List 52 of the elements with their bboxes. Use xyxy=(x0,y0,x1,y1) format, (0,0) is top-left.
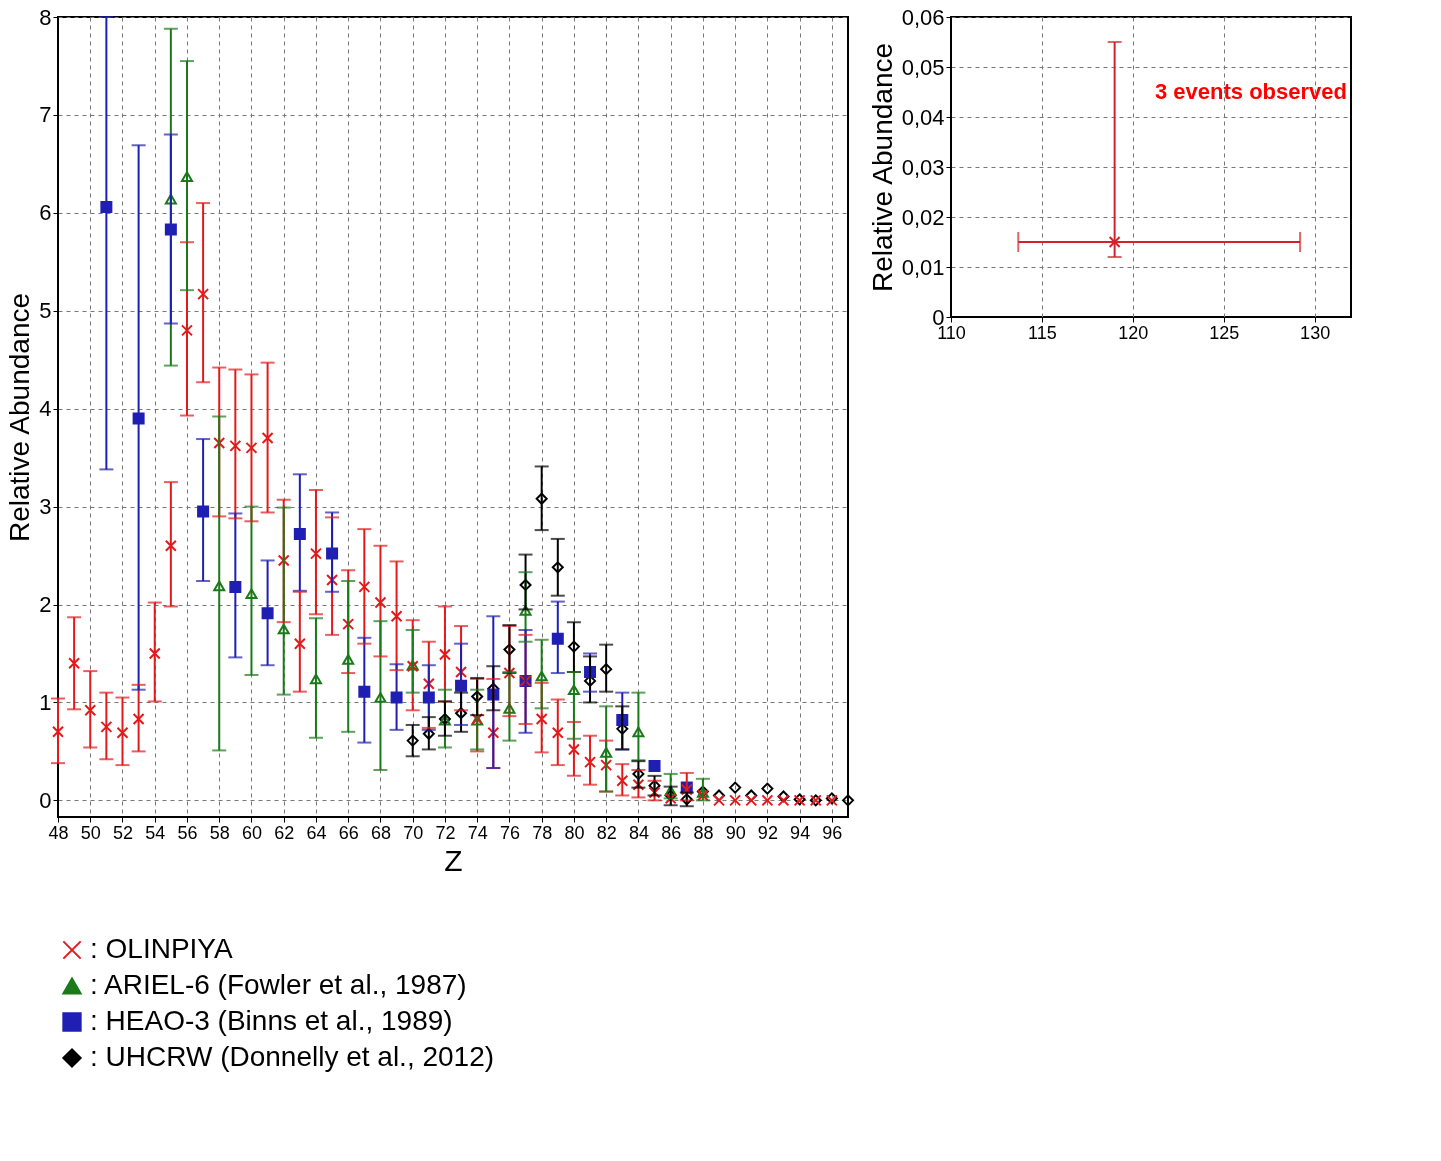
y-tick-label: 6 xyxy=(39,200,52,226)
x-tick-label: 92 xyxy=(757,822,778,843)
x-tick-label: 70 xyxy=(403,822,424,843)
x-tick-label: 125 xyxy=(1209,322,1240,343)
x-tick-label: 64 xyxy=(306,822,327,843)
x-tick-label: 90 xyxy=(725,822,746,843)
y-axis-title: Relative Abundance xyxy=(866,42,898,293)
x-tick-label: 115 xyxy=(1028,322,1057,343)
legend-label: : HEAO-3 (Binns et al., 1989) xyxy=(90,1005,453,1036)
legend-label: : OLINPIYA xyxy=(90,933,233,964)
y-tick-label: 1 xyxy=(39,689,52,715)
x-tick-label: 56 xyxy=(177,822,198,843)
x-tick-label: 76 xyxy=(499,822,520,843)
x-axis-title: Z xyxy=(444,843,463,877)
y-tick-label: 0,05 xyxy=(901,54,945,80)
y-tick-label: 0,06 xyxy=(901,4,945,30)
y-tick-label: 4 xyxy=(39,396,52,422)
x-tick-label: 80 xyxy=(564,822,585,843)
y-tick-label: 0,02 xyxy=(901,204,945,230)
x-tick-label: 58 xyxy=(209,822,230,843)
y-tick-label: 3 xyxy=(39,494,52,520)
x-tick-label: 72 xyxy=(435,822,456,843)
legend-label: : UHCRW (Donnelly et al., 2012) xyxy=(90,1041,495,1072)
x-tick-label: 50 xyxy=(80,822,101,843)
x-tick-label: 54 xyxy=(145,822,166,843)
y-tick-label: 2 xyxy=(39,592,52,618)
x-tick-label: 96 xyxy=(822,822,843,843)
y-tick-label: 7 xyxy=(39,102,52,128)
x-tick-label: 130 xyxy=(1300,322,1331,343)
x-tick-label: 84 xyxy=(628,822,649,843)
x-tick-label: 88 xyxy=(693,822,714,843)
x-tick-label: 60 xyxy=(241,822,262,843)
y-axis-title: Relative Abundance xyxy=(4,292,36,543)
x-tick-label: 62 xyxy=(274,822,295,843)
x-tick-label: 68 xyxy=(370,822,391,843)
annotation: 3 events observed xyxy=(1155,79,1347,104)
y-tick-label: 0,01 xyxy=(901,254,945,280)
y-tick-label: 0,04 xyxy=(901,104,945,130)
x-tick-label: 94 xyxy=(790,822,811,843)
y-tick-label: 0,03 xyxy=(901,154,945,180)
y-tick-label: 5 xyxy=(39,298,52,324)
x-tick-label: 120 xyxy=(1118,322,1149,343)
y-tick-label: 8 xyxy=(39,4,52,30)
legend-label: : ARIEL-6 (Fowler et al., 1987) xyxy=(90,969,467,1000)
y-tick-label: 0 xyxy=(39,787,52,813)
x-tick-label: 82 xyxy=(596,822,617,843)
x-tick-label: 52 xyxy=(112,822,134,843)
x-tick-label: 66 xyxy=(338,822,359,843)
x-tick-label: 74 xyxy=(467,822,488,843)
x-tick-label: 48 xyxy=(48,822,69,843)
x-tick-label: 78 xyxy=(532,822,553,843)
x-tick-label: 86 xyxy=(661,822,682,843)
